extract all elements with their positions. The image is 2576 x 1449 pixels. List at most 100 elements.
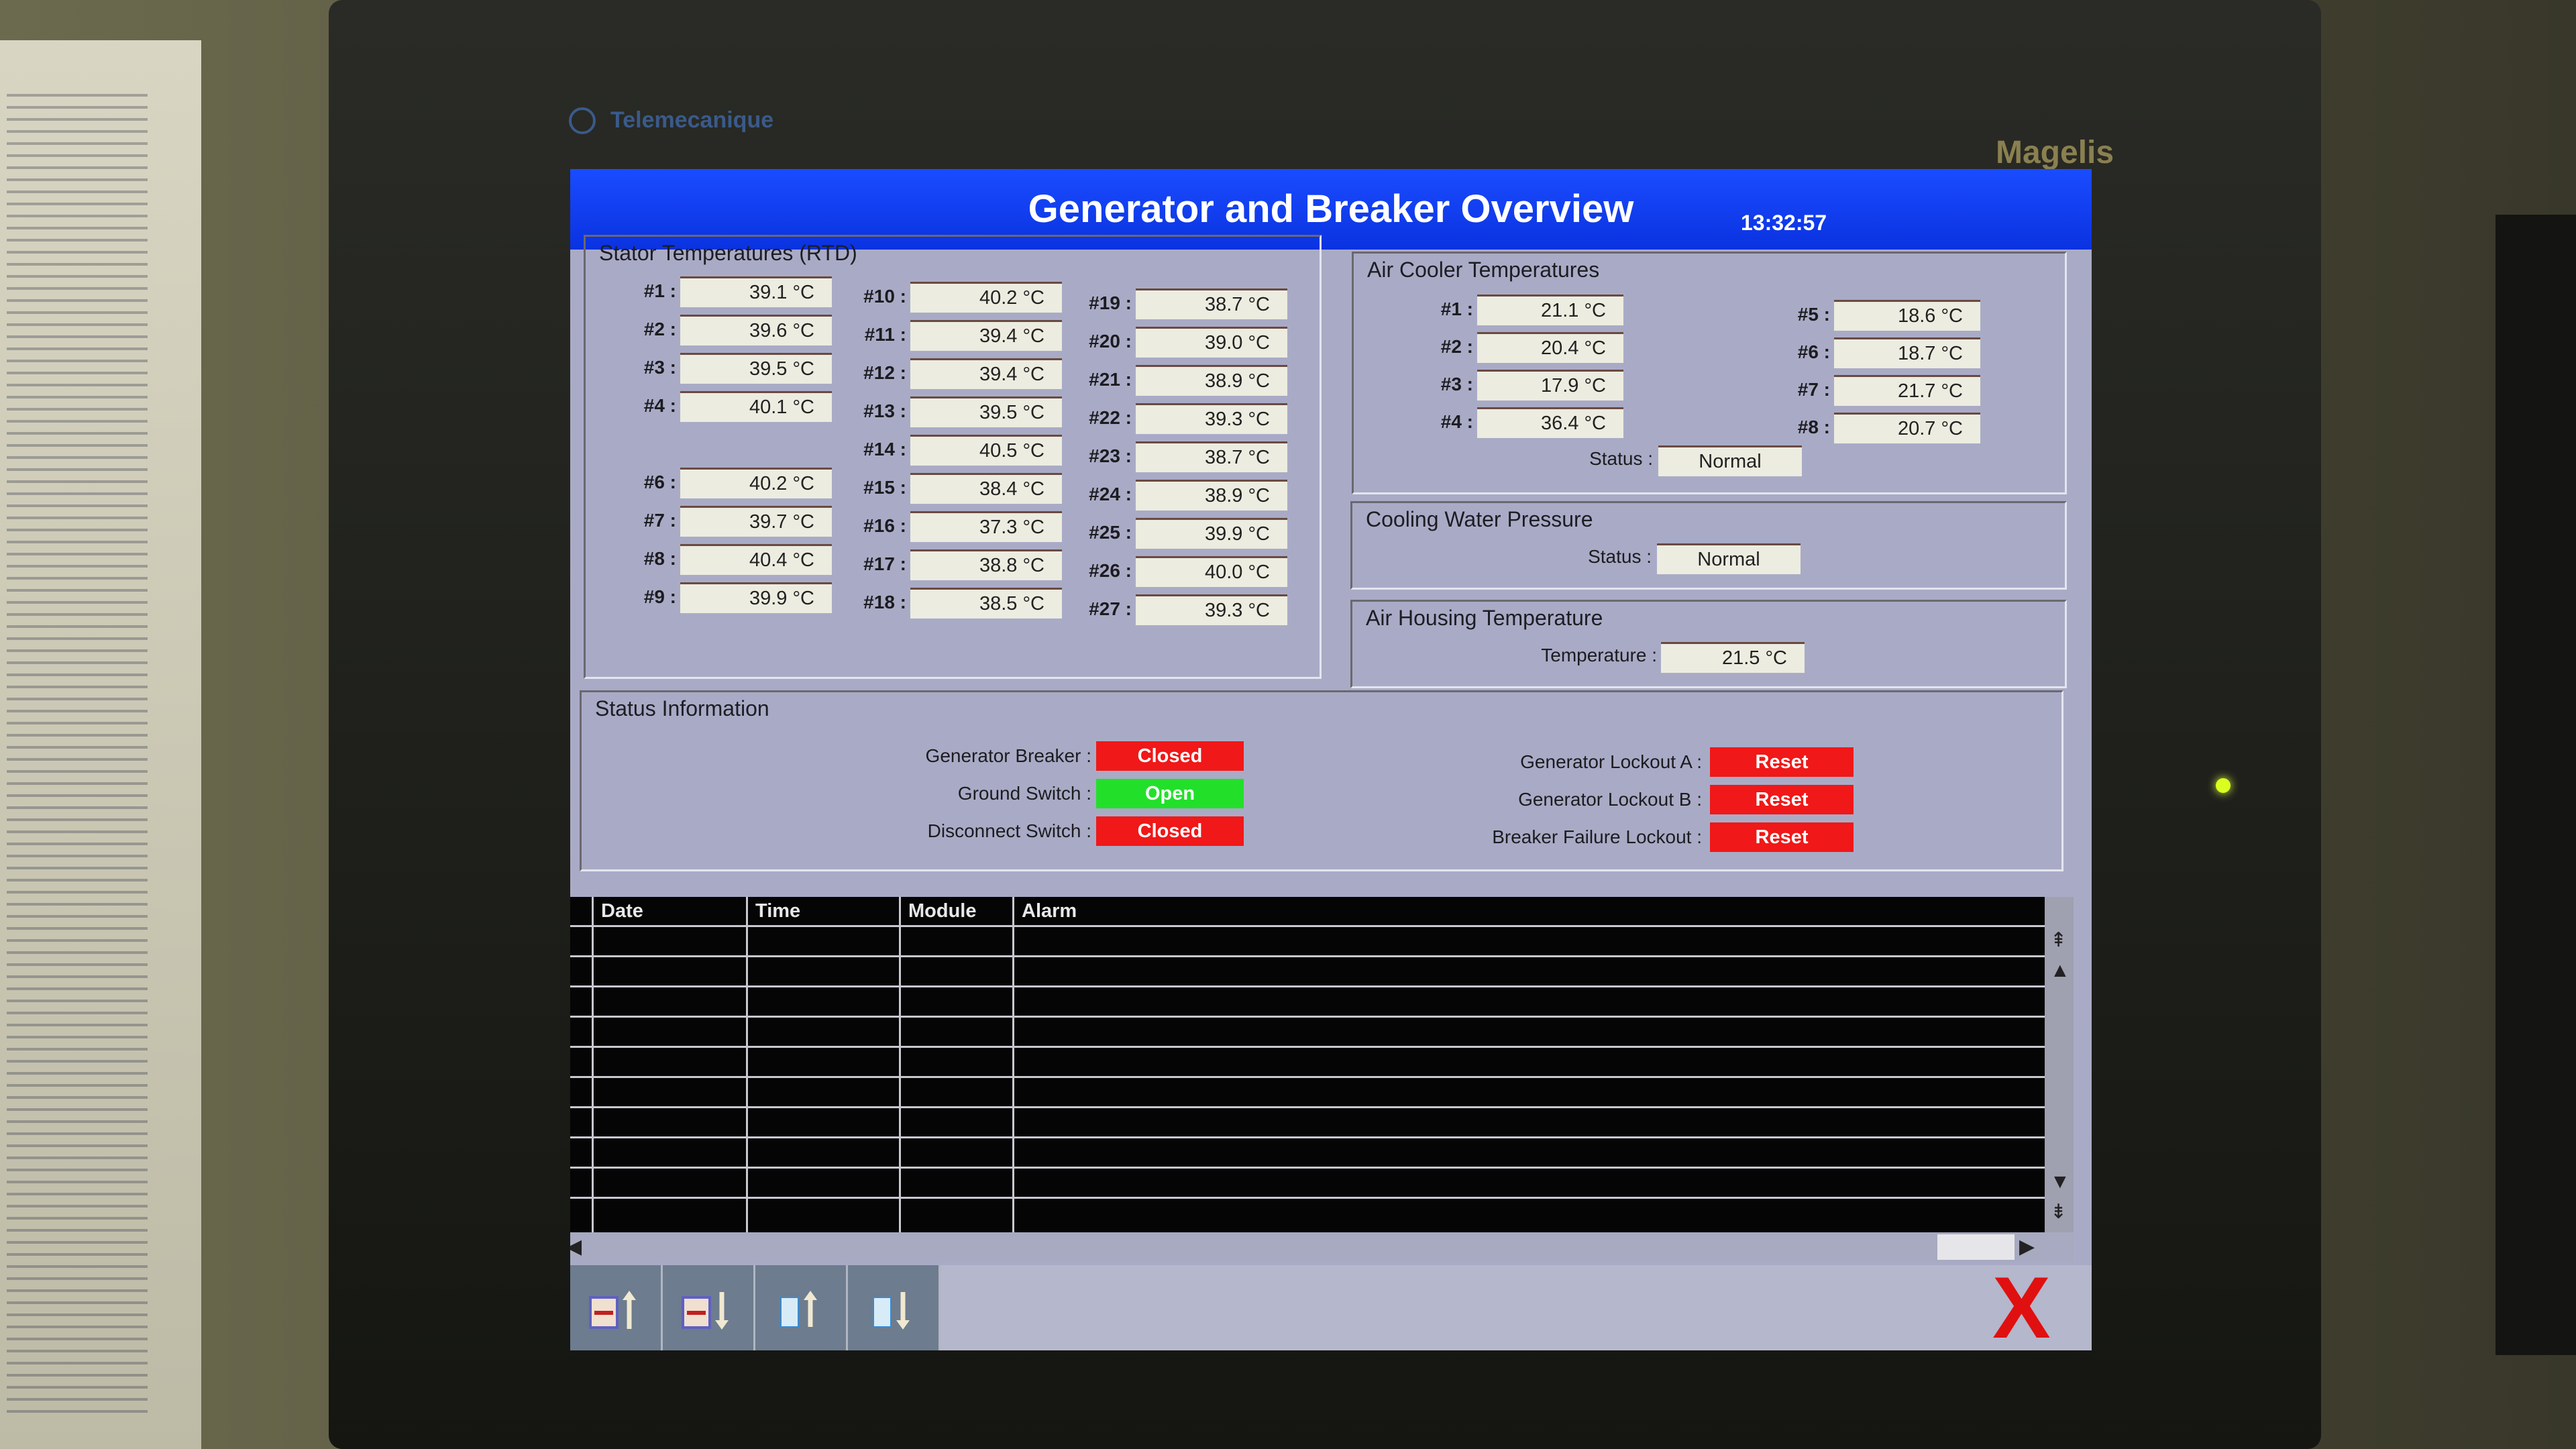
table-row[interactable]: [570, 1046, 2045, 1048]
alarm-table[interactable]: ⇞ ▲ ▼ ⇟ ◀ ▶ Date Time Module Alarm: [570, 897, 2074, 1262]
paper-line: [7, 794, 148, 797]
paper-line: [7, 1096, 148, 1099]
paper-line: [7, 1181, 148, 1183]
scroll-bottom-icon[interactable]: ⇟: [2050, 1201, 2068, 1223]
title-bar: Generator and Breaker Overview 13:32:57: [570, 169, 2092, 250]
reset-indicator[interactable]: Reset: [1710, 747, 1854, 777]
sensor-value: 36.4 °C: [1477, 407, 1623, 438]
paper-line: [7, 1060, 148, 1063]
paper-line: [7, 1362, 148, 1364]
sensor-label: #3 :: [1440, 374, 1473, 394]
sensor-value: 38.7 °C: [1136, 288, 1287, 319]
sensor-label: #2 :: [1440, 336, 1473, 357]
horizontal-scrollbar[interactable]: ◀ ▶: [570, 1232, 2074, 1262]
status-label: Disconnect Switch :: [927, 820, 1091, 841]
paper-line: [7, 565, 148, 568]
sensor-value: 18.7 °C: [1834, 337, 1980, 368]
paper-line: [7, 1120, 148, 1123]
sensor-value: 17.9 °C: [1477, 370, 1623, 400]
paper-line: [7, 975, 148, 978]
paper-line: [7, 674, 148, 676]
paper-line: [7, 649, 148, 652]
telemecanique-logo-icon: [569, 107, 596, 134]
table-row[interactable]: [570, 925, 2045, 927]
page-up-button[interactable]: [755, 1265, 848, 1350]
scroll-down-icon[interactable]: ▼: [2050, 1171, 2070, 1193]
status-label: Status :: [1588, 546, 1652, 567]
sensor-value: 39.1 °C: [680, 276, 832, 307]
paper-line: [7, 939, 148, 942]
paper-line: [7, 891, 148, 894]
paper-line: [7, 963, 148, 966]
paper-line: [7, 855, 148, 857]
column-header[interactable]: Time: [746, 897, 899, 925]
paper-line: [7, 529, 148, 531]
scroll-right-icon[interactable]: ▶: [2019, 1236, 2035, 1258]
scroll-left-icon[interactable]: ◀: [570, 1236, 582, 1258]
cooling-water-status: Normal: [1657, 543, 1801, 574]
table-row[interactable]: [570, 1016, 2045, 1018]
paper-line: [7, 830, 148, 833]
table-row[interactable]: [570, 1197, 2045, 1199]
page-down-button[interactable]: [848, 1265, 941, 1350]
paper-line: [7, 480, 148, 483]
table-row[interactable]: [570, 1076, 2045, 1078]
column-header[interactable]: Alarm: [1012, 897, 2045, 925]
sensor-value: 38.7 °C: [1136, 441, 1287, 472]
scroll-up-icon[interactable]: ▲: [2050, 959, 2070, 981]
paper-line: [7, 1241, 148, 1244]
sensor-value: 39.6 °C: [680, 315, 832, 345]
panel-title: Air Cooler Temperatures: [1367, 258, 1600, 282]
paper-line: [7, 625, 148, 628]
paper-line: [7, 251, 148, 254]
sensor-label: #23 :: [1089, 445, 1132, 466]
table-row[interactable]: [570, 955, 2045, 957]
scroll-thumb[interactable]: [1937, 1234, 2015, 1260]
reset-indicator[interactable]: Reset: [1710, 822, 1854, 852]
paper-line: [7, 951, 148, 954]
alarm-list-up-icon: [589, 1291, 636, 1329]
table-row[interactable]: [570, 1167, 2045, 1169]
sensor-value: 39.3 °C: [1136, 594, 1287, 625]
paper-line: [7, 1144, 148, 1147]
table-row[interactable]: [570, 1106, 2045, 1108]
vertical-scrollbar[interactable]: ⇞ ▲ ▼ ⇟: [2045, 897, 2074, 1232]
page-up-icon: [780, 1291, 817, 1328]
paper-line: [7, 1374, 148, 1377]
scroll-top-icon[interactable]: ⇞: [2050, 929, 2068, 951]
paper-line: [7, 360, 148, 362]
sensor-label: #13 :: [863, 400, 906, 421]
paper-line: [7, 456, 148, 459]
paper-line: [7, 432, 148, 435]
paper-line: [7, 1036, 148, 1038]
table-row[interactable]: [570, 985, 2045, 987]
status-indicator: Open: [1096, 779, 1244, 808]
paper-line: [7, 287, 148, 290]
paper-line: [7, 710, 148, 712]
sensor-label: #24 :: [1089, 484, 1132, 504]
sensor-label: #22 :: [1089, 407, 1132, 428]
alarm-list-down-button[interactable]: [663, 1265, 755, 1350]
paper-line: [7, 178, 148, 181]
paper-line: [7, 1229, 148, 1232]
sensor-value: 39.0 °C: [1136, 327, 1287, 358]
column-header[interactable]: Module: [899, 897, 1012, 925]
page-title: Generator and Breaker Overview: [1028, 187, 1634, 231]
paper-line: [7, 1169, 148, 1171]
paper-line: [7, 601, 148, 604]
paper-line: [7, 468, 148, 471]
paper-line: [7, 867, 148, 869]
sensor-label: #14 :: [863, 439, 906, 460]
column-header[interactable]: Date: [592, 897, 746, 925]
table-row[interactable]: [570, 1136, 2045, 1138]
sensor-label: #27 :: [1089, 598, 1132, 619]
sensor-label: #8 :: [643, 548, 676, 569]
paper-line: [7, 770, 148, 773]
sensor-label: #6 :: [643, 472, 676, 492]
paper-line: [7, 1108, 148, 1111]
close-icon[interactable]: X: [1992, 1258, 2051, 1350]
paper-line: [7, 722, 148, 724]
reset-indicator[interactable]: Reset: [1710, 785, 1854, 814]
alarm-list-up-button[interactable]: [570, 1265, 663, 1350]
paper-line: [7, 239, 148, 241]
